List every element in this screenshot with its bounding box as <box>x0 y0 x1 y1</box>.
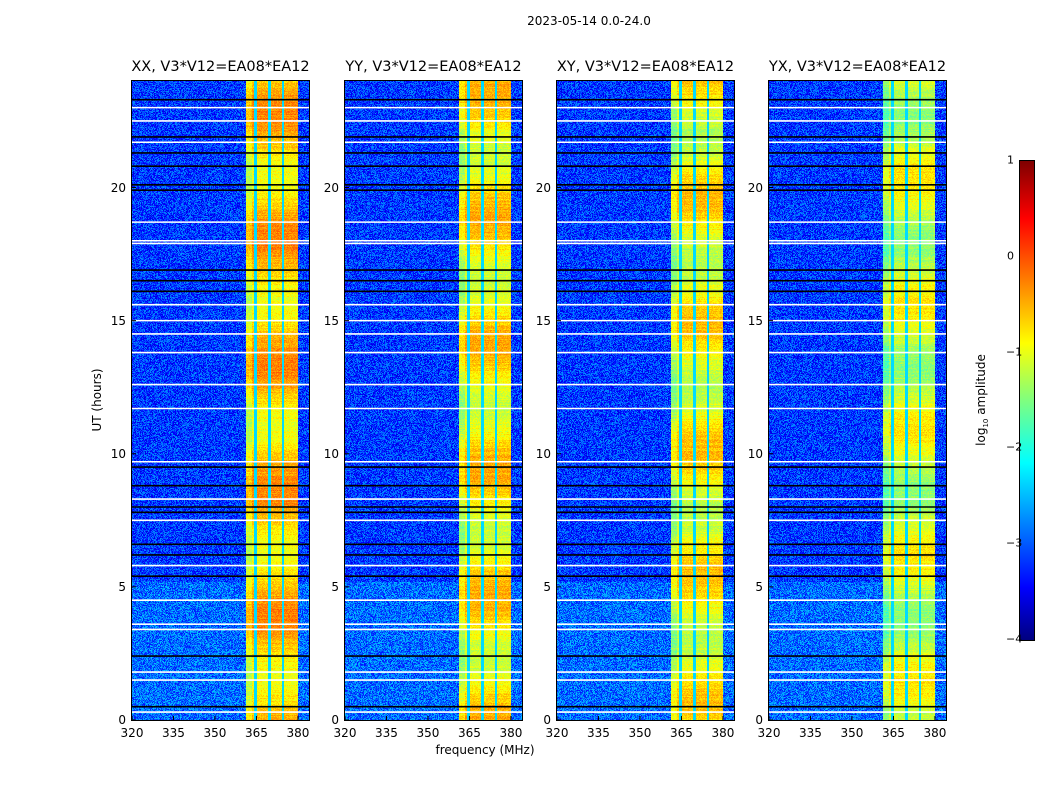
y-tick-label: 20 <box>747 180 763 195</box>
heatmap-image <box>557 81 734 720</box>
y-tick-label: 0 <box>118 713 126 727</box>
x-tick-label: 365 <box>245 726 268 740</box>
colorbar-tick-label: −2 <box>1006 440 1023 454</box>
panel-title: XY, V3*V12=EA08*EA12 <box>556 59 735 75</box>
x-tick-label: 380 <box>923 726 947 740</box>
colorbar-tick-label: 1 <box>1007 153 1014 167</box>
y-tick-label: 15 <box>323 313 339 328</box>
heatmap-image <box>345 81 522 720</box>
y-tick-label: 5 <box>118 579 126 594</box>
y-tick-label: 5 <box>755 579 763 594</box>
spectrogram-panel: XY, V3*V12=EA08*EA12 320 335 350 365 380 0 5 10 1… <box>536 59 735 740</box>
x-tick-label: 350 <box>203 726 227 740</box>
panel-title: XX, V3*V12=EA08*EA12 <box>131 59 310 75</box>
heatmap-image <box>769 81 946 720</box>
y-tick-label: 10 <box>747 446 763 461</box>
colorbar-tick-label: −1 <box>1006 345 1023 359</box>
y-tick-label: 10 <box>110 446 126 461</box>
y-tick-label: 20 <box>323 180 339 195</box>
x-tick-label: 320 <box>545 726 569 740</box>
x-tick-label: 335 <box>375 726 398 740</box>
colorbar-label: log10 amplitude <box>973 354 991 446</box>
y-tick-label: 0 <box>331 713 339 727</box>
y-tick-label: 5 <box>543 579 551 594</box>
x-tick-label: 335 <box>587 726 610 740</box>
y-tick-label: 10 <box>323 446 339 461</box>
x-tick-label: 380 <box>286 726 310 740</box>
colorbar-tick-label: 0 <box>1007 249 1014 263</box>
y-tick-label: 20 <box>535 180 551 195</box>
x-tick-label: 335 <box>162 726 185 740</box>
spectrogram-panel: XX, V3*V12=EA08*EA12 320 335 350 365 380 0 5 10 1… <box>111 59 310 740</box>
y-tick-label: 15 <box>110 313 126 328</box>
x-tick-label: 320 <box>757 726 781 740</box>
y-tick-label: 5 <box>331 579 339 594</box>
y-tick-label: 15 <box>747 313 763 328</box>
x-tick-label: 320 <box>120 726 144 740</box>
panel-title: YX, V3*V12=EA08*EA12 <box>768 59 947 75</box>
y-tick-label: 0 <box>755 713 763 727</box>
colorbar-tick-label: −3 <box>1006 536 1023 550</box>
panel-title: YY, V3*V12=EA08*EA12 <box>345 59 522 75</box>
x-tick-label: 320 <box>333 726 357 740</box>
x-tick-label: 380 <box>711 726 735 740</box>
y-axis-label: UT (hours) <box>90 368 104 432</box>
figure-title: 2023-05-14 0.0-24.0 <box>527 14 651 28</box>
x-axis-label: frequency (MHz) <box>435 743 535 757</box>
x-tick-label: 350 <box>416 726 440 740</box>
colorbar <box>1019 160 1035 641</box>
x-tick-label: 365 <box>458 726 481 740</box>
x-tick-label: 350 <box>628 726 652 740</box>
x-tick-label: 365 <box>882 726 905 740</box>
y-tick-label: 0 <box>543 713 551 727</box>
y-tick-label: 20 <box>110 180 126 195</box>
y-tick-label: 15 <box>535 313 551 328</box>
x-tick-label: 350 <box>840 726 864 740</box>
x-tick-label: 335 <box>799 726 822 740</box>
spectrogram-panel: YY, V3*V12=EA08*EA12 320 335 350 365 380 0 5 10 1… <box>324 59 523 740</box>
heatmap-image <box>132 81 309 720</box>
colorbar-tick-label: −4 <box>1006 632 1023 646</box>
y-tick-label: 10 <box>535 446 551 461</box>
x-tick-label: 365 <box>670 726 693 740</box>
spectrogram-panel: YX, V3*V12=EA08*EA12 320 335 350 365 380 0 5 10 1… <box>748 59 947 740</box>
x-tick-label: 380 <box>499 726 523 740</box>
